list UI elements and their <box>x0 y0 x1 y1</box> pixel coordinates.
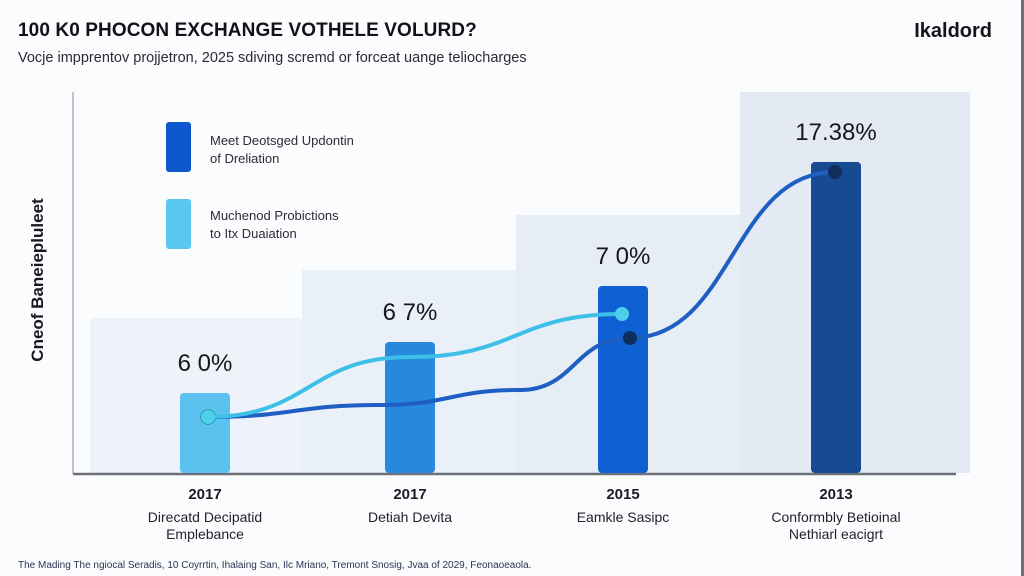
labels-layer: 6 0% 6 7% 7 0% 17.38% <box>178 119 877 377</box>
bar-value-label-4: 17.38% <box>795 119 876 146</box>
bar-4[interactable] <box>811 162 861 473</box>
line-series-1-marker-3[interactable] <box>828 165 842 179</box>
x-tick-year-2: 2017 <box>393 486 426 503</box>
brand-logo-text: Ikaldord <box>914 20 992 42</box>
x-tick-label-4-line-1: Conformbly Betioinal <box>771 509 900 525</box>
x-tick-year-1: 2017 <box>188 486 221 503</box>
bar-value-label-1: 6 0% <box>178 350 233 377</box>
source-footnote: The Mading The ngiocal Seradis, 10 Coyrr… <box>18 560 532 571</box>
x-tick-label-3-line-1: Eamkle Sasipc <box>577 509 670 525</box>
legend-swatch-series-1 <box>166 122 191 172</box>
chart-subtitle: Vocje impprentov projjetron, 2025 sdivin… <box>18 50 527 66</box>
x-tick-label-1-line-2: Emplebance <box>166 526 244 542</box>
line-series-2[interactable] <box>206 312 624 419</box>
x-tick-year-4: 2013 <box>819 486 852 503</box>
line-series-2-marker-2[interactable] <box>615 307 629 321</box>
x-tick-label-4-line-2: Nethiarl eacigrt <box>789 526 883 542</box>
chart-title: 100 K0 PHOCON EXCHANGE VOTHELE VOLURD? <box>18 20 477 41</box>
legend-label-series-2-line-2: to Itx Duaiation <box>210 226 297 241</box>
legend-swatch-series-2 <box>166 199 191 249</box>
legend-item-series-1[interactable]: Meet Deotsged Updontin of Dreliation <box>166 122 354 172</box>
legend-label-series-1-line-1: Meet Deotsged Updontin <box>210 133 354 148</box>
bar-value-label-2: 6 7% <box>383 299 438 326</box>
line-series-2-marker-1[interactable] <box>201 410 215 424</box>
line-series-1[interactable] <box>206 170 837 419</box>
bar-2[interactable] <box>385 342 435 473</box>
window-edge <box>1021 0 1024 576</box>
legend-item-series-2[interactable]: Muchenod Probictions to Itx Duaiation <box>166 199 339 249</box>
x-tick-label-2-line-1: Detiah Devita <box>368 509 452 525</box>
x-tick-year-3: 2015 <box>606 486 639 503</box>
bars-layer <box>180 162 861 473</box>
lines-layer <box>200 165 842 425</box>
legend: Meet Deotsged Updontin of Dreliation Muc… <box>166 122 354 249</box>
bar-1[interactable] <box>180 393 230 473</box>
x-tick-label-1-line-1: Direcatd Decipatid <box>148 509 262 525</box>
bar-3[interactable] <box>598 286 648 473</box>
legend-label-series-2-line-1: Muchenod Probictions <box>210 208 339 223</box>
bar-value-label-3: 7 0% <box>596 243 651 270</box>
legend-label-series-1-line-2: of Dreliation <box>210 151 279 166</box>
line-series-1-marker-2[interactable] <box>623 331 637 345</box>
